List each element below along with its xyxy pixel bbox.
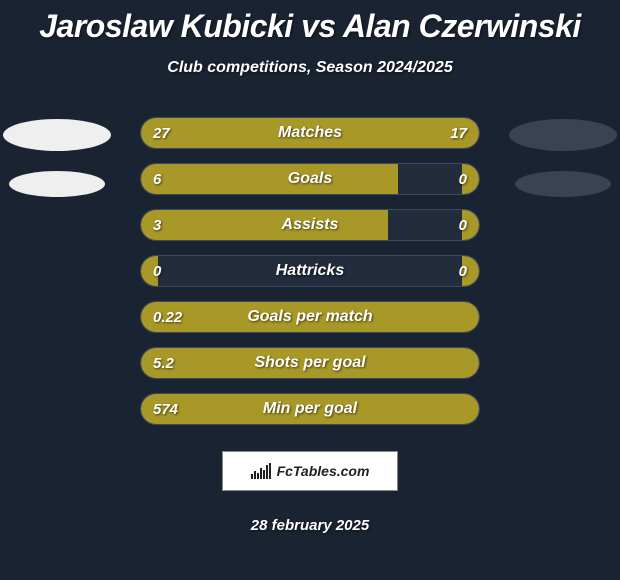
stat-label: Min per goal — [141, 394, 479, 424]
stat-row: 2717Matches — [140, 117, 480, 149]
stat-row: 5.2Shots per goal — [140, 347, 480, 379]
stat-row: 60Goals — [140, 163, 480, 195]
stat-row: 00Hattricks — [140, 255, 480, 287]
stat-label: Hattricks — [141, 256, 479, 286]
player-left-badge-2 — [9, 171, 105, 197]
stats-area: 2717Matches 60Goals 30Assists 00Hattricks 0.… — [0, 117, 620, 425]
logo-text: FcTables.com — [277, 463, 370, 479]
player-left-badges — [2, 119, 112, 209]
stat-label: Goals — [141, 164, 479, 194]
logo-chart-icon — [251, 463, 271, 479]
player-right-badges — [508, 119, 618, 209]
stat-label: Goals per match — [141, 302, 479, 332]
player-right-badge-2 — [515, 171, 611, 197]
player-right-badge-1 — [509, 119, 617, 151]
stat-row: 30Assists — [140, 209, 480, 241]
logo-box: FcTables.com — [222, 451, 398, 491]
stat-label: Matches — [141, 118, 479, 148]
footer-date: 28 february 2025 — [0, 517, 620, 534]
stat-label: Shots per goal — [141, 348, 479, 378]
stat-label: Assists — [141, 210, 479, 240]
stat-row: 0.22Goals per match — [140, 301, 480, 333]
page-title: Jaroslaw Kubicki vs Alan Czerwinski — [0, 0, 620, 45]
subtitle: Club competitions, Season 2024/2025 — [0, 59, 620, 77]
stat-row: 574Min per goal — [140, 393, 480, 425]
player-left-badge-1 — [3, 119, 111, 151]
